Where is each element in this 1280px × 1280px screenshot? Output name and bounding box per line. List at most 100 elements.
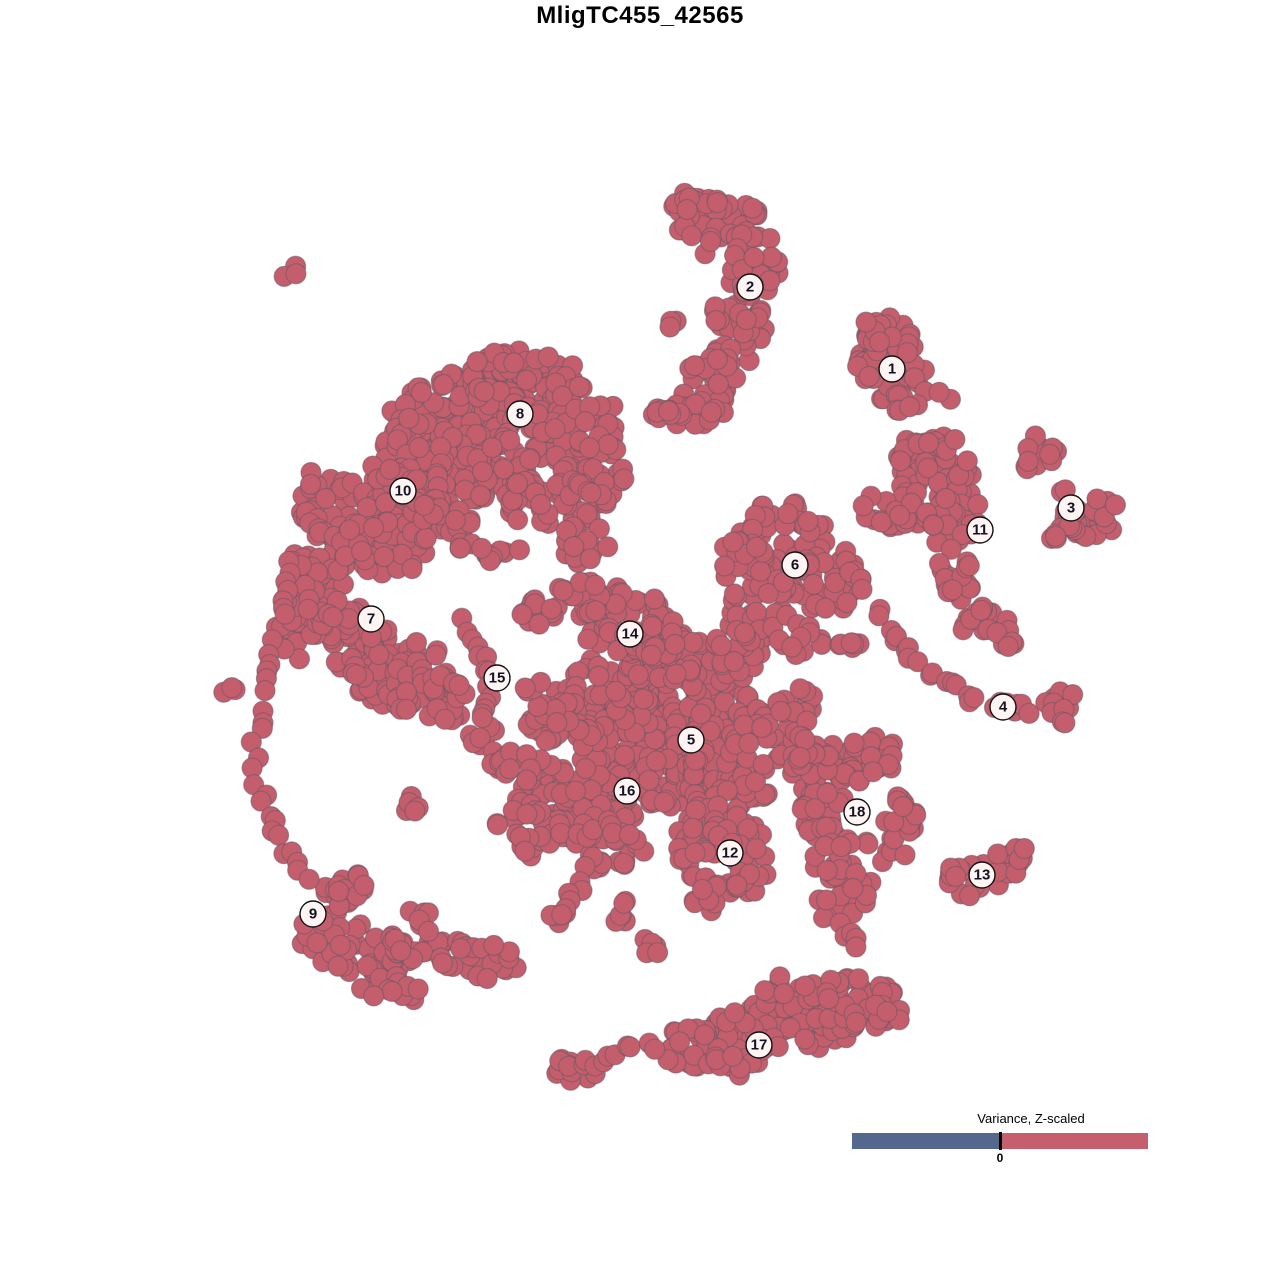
data-point [745, 601, 768, 623]
data-point [328, 880, 350, 903]
legend-colorbar [852, 1133, 1148, 1149]
data-point [584, 574, 606, 596]
data-point [398, 407, 420, 429]
data-point [733, 714, 755, 736]
cluster-label-text: 16 [619, 783, 636, 800]
cluster-label-text: 10 [395, 483, 412, 500]
data-point [493, 458, 515, 480]
data-point [544, 418, 566, 440]
data-point [684, 842, 706, 864]
data-point [476, 967, 498, 990]
cluster-label-circle [736, 273, 764, 301]
cluster-label-15: 15 [483, 664, 511, 692]
data-point [970, 599, 992, 621]
cluster-label-circle [299, 900, 327, 928]
data-point [578, 437, 601, 459]
data-point [741, 197, 764, 219]
data-point [444, 509, 466, 531]
data-point [743, 246, 765, 268]
data-point [690, 703, 712, 725]
cluster-label-text: 6 [791, 557, 799, 574]
plot-title: MligTC455_42565 [536, 2, 744, 29]
data-point [757, 582, 779, 605]
data-point [751, 716, 773, 739]
data-point [1044, 525, 1067, 547]
cluster-label-1: 1 [878, 355, 906, 383]
data-point [945, 865, 967, 888]
data-point [794, 729, 816, 751]
cluster-label-8: 8 [506, 400, 534, 428]
data-point [845, 936, 867, 958]
data-point [540, 598, 562, 620]
data-point [552, 579, 574, 602]
data-point [353, 874, 375, 897]
data-point [1017, 450, 1039, 472]
data-point [471, 537, 493, 559]
data-point [868, 605, 890, 627]
cluster-label-circle [677, 726, 705, 754]
data-point [1039, 443, 1061, 465]
data-point [1086, 488, 1108, 510]
data-point [417, 920, 440, 943]
data-point [515, 369, 538, 391]
cluster-label-12: 12 [716, 839, 744, 867]
cluster-label-circle [483, 664, 511, 692]
cluster-label-circle [1057, 494, 1085, 522]
data-point [450, 937, 472, 960]
data-point [415, 527, 437, 549]
data-point [738, 732, 760, 754]
cluster-label-11: 11 [966, 516, 994, 544]
data-point [516, 769, 538, 791]
data-point [537, 346, 559, 368]
data-point [643, 588, 666, 610]
data-point [274, 603, 296, 625]
data-point [551, 385, 574, 407]
data-point [379, 458, 401, 480]
data-point [499, 758, 521, 780]
data-point [958, 555, 980, 577]
cluster-label-text: 12 [722, 845, 739, 862]
legend-zero-tick: 0 [996, 1151, 1004, 1165]
data-point [470, 485, 492, 507]
data-point [770, 700, 792, 723]
data-point [339, 519, 361, 541]
cluster-label-3: 3 [1057, 494, 1085, 522]
data-point [329, 934, 351, 956]
cluster-label-circle [781, 551, 809, 579]
cluster-label-text: 4 [999, 699, 1008, 716]
data-point [868, 331, 891, 353]
cluster-label-circle [389, 477, 417, 505]
data-point [862, 761, 884, 783]
data-point [1104, 494, 1127, 516]
cluster-label-text: 7 [367, 611, 375, 628]
data-point [817, 988, 840, 1010]
data-point [824, 572, 846, 594]
data-point [511, 603, 533, 626]
data-point [605, 680, 627, 703]
data-point [288, 648, 310, 670]
data-point [941, 579, 964, 601]
cluster-label-circle [616, 620, 644, 648]
data-point [356, 955, 378, 977]
data-point [351, 540, 373, 562]
data-point [781, 636, 803, 658]
cluster-label-text: 1 [888, 361, 896, 378]
data-point [706, 192, 728, 214]
data-point [735, 309, 757, 331]
data-point [888, 504, 911, 527]
cluster-label-10: 10 [389, 477, 417, 505]
cluster-label-text: 13 [974, 867, 991, 884]
data-point [716, 779, 739, 802]
data-point [889, 450, 912, 472]
data-point [845, 1011, 867, 1033]
data-point [707, 373, 729, 395]
data-point [613, 892, 635, 914]
data-point [327, 955, 349, 977]
data-point [749, 560, 772, 583]
data-point [857, 833, 879, 855]
legend-title: Variance, Z-scaled [977, 1111, 1085, 1126]
data-point [855, 311, 877, 333]
points-layer [213, 182, 1127, 1091]
data-point [713, 555, 736, 577]
cluster-label-6: 6 [781, 551, 809, 579]
